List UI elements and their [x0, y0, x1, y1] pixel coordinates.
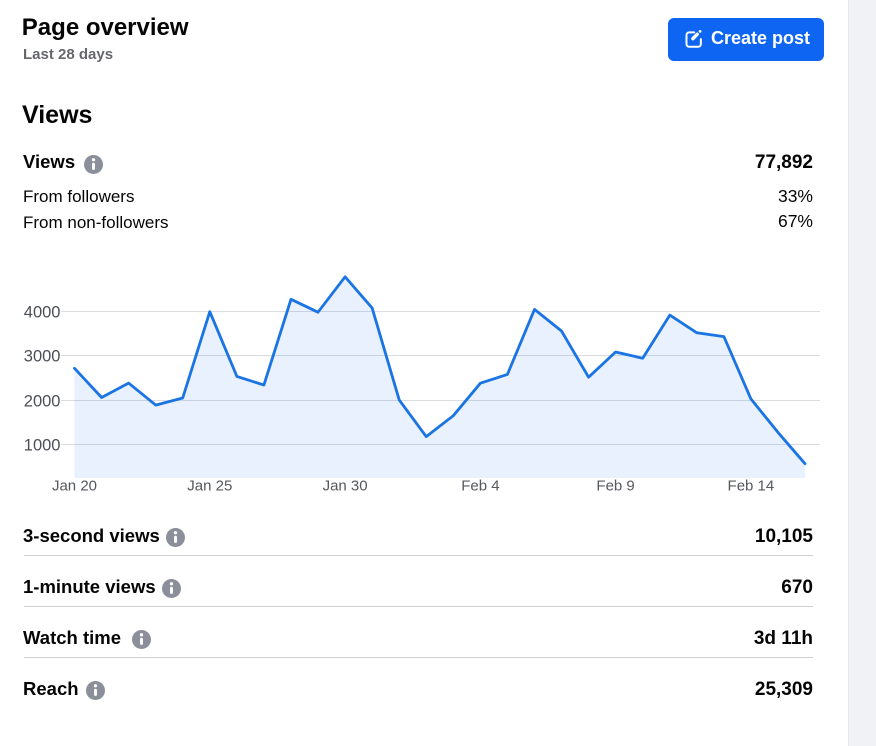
svg-text:2000: 2000 [24, 393, 61, 411]
svg-text:Jan 25: Jan 25 [187, 478, 232, 495]
svg-text:Jan 30: Jan 30 [323, 478, 368, 495]
svg-text:Feb 9: Feb 9 [596, 478, 634, 495]
svg-text:Feb 4: Feb 4 [461, 478, 499, 495]
svg-text:1000: 1000 [24, 437, 61, 455]
svg-text:Jan 20: Jan 20 [52, 478, 97, 495]
svg-text:Feb 14: Feb 14 [728, 478, 775, 495]
svg-text:4000: 4000 [24, 304, 61, 322]
svg-text:3000: 3000 [24, 348, 61, 366]
